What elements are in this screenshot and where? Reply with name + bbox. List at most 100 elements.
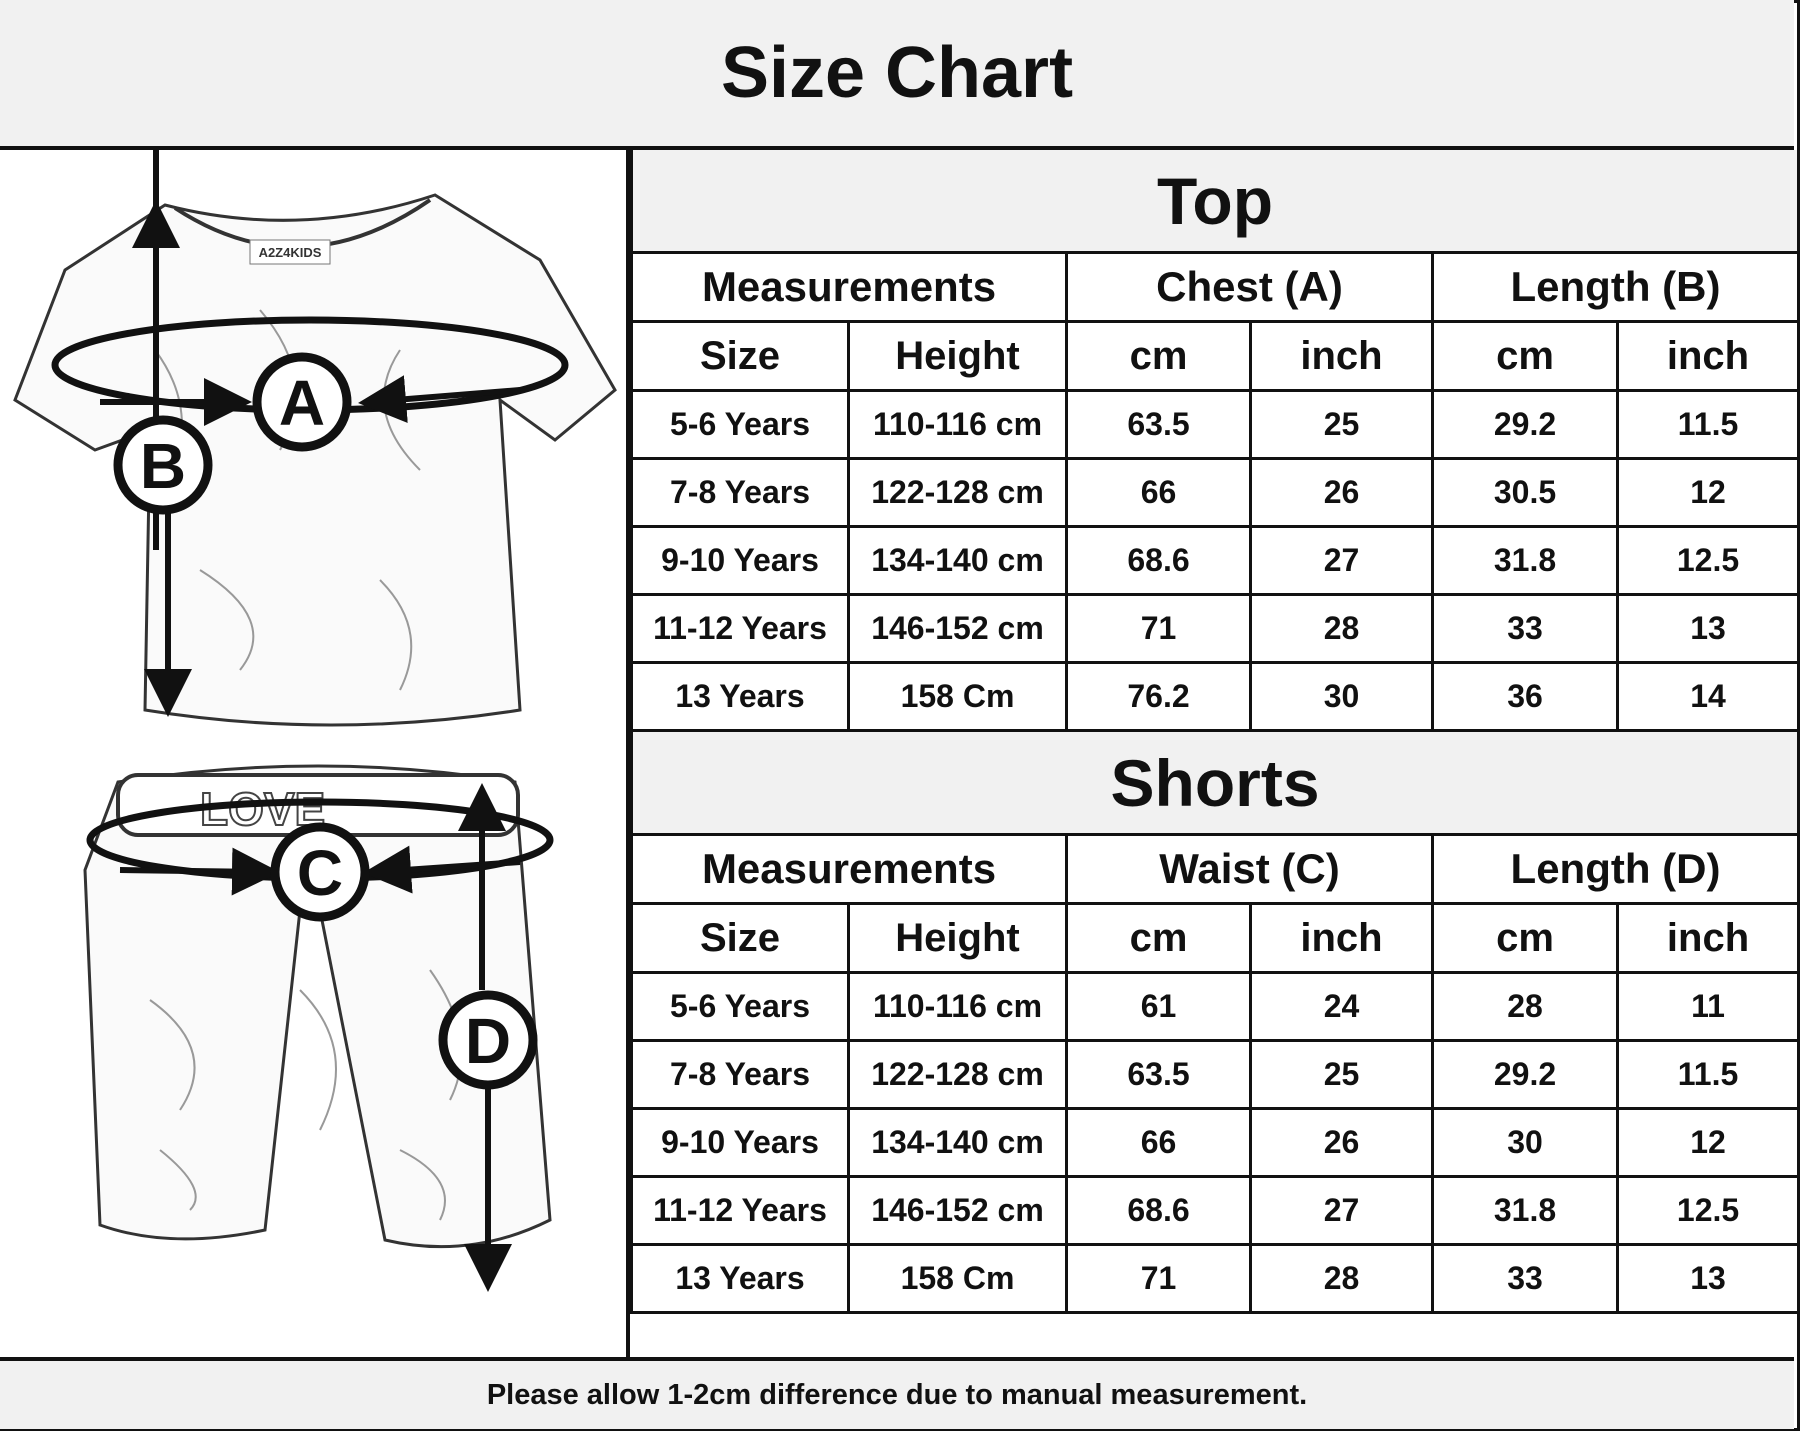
brand-logo: A2Z4KIDS — [259, 245, 322, 260]
page-title: Size Chart — [0, 0, 1794, 150]
group-header: Measurements — [630, 251, 1068, 323]
table-cell: 36 — [1431, 661, 1619, 732]
column-header-row: Size Height cm inch cm inch — [630, 902, 1800, 974]
table-cell: 110-116 cm — [847, 971, 1068, 1042]
table-row: 7-8 Years 122-128 cm 63.5 25 29.2 11.5 — [630, 1039, 1800, 1110]
table-cell: 61 — [1065, 971, 1252, 1042]
column-header: inch — [1615, 902, 1800, 974]
tshirt-drawing: A2Z4KIDS — [13, 193, 617, 727]
column-header: Size — [630, 320, 850, 392]
group-header: Length (B) — [1431, 251, 1800, 323]
table-cell: 158 Cm — [847, 1243, 1068, 1314]
table-cell: 29.2 — [1431, 389, 1619, 460]
table-cell: 146-152 cm — [847, 1175, 1068, 1246]
table-cell: 68.6 — [1065, 1175, 1252, 1246]
table-cell: 26 — [1249, 457, 1434, 528]
label-c-marker: C — [270, 822, 370, 922]
column-header: cm — [1431, 902, 1619, 974]
table-cell: 63.5 — [1065, 389, 1252, 460]
table-cell: 28 — [1249, 593, 1434, 664]
table-row: 11-12 Years 146-152 cm 71 28 33 13 — [630, 593, 1800, 664]
table-cell: 71 — [1065, 593, 1252, 664]
table-cell: 14 — [1616, 661, 1800, 732]
table-cell: 9-10 Years — [630, 525, 850, 596]
table-cell: 12 — [1616, 457, 1800, 528]
table-cell: 25 — [1249, 389, 1434, 460]
table-cell: 11 — [1615, 971, 1800, 1042]
column-header: cm — [1065, 902, 1252, 974]
column-header: cm — [1431, 320, 1619, 392]
table-cell: 30 — [1431, 1107, 1619, 1178]
shorts-size-table: Shorts Measurements Waist (C) Length (D) Siz… — [629, 732, 1800, 1314]
group-header-row: Measurements Chest (A) Length (B) — [630, 251, 1800, 323]
table-cell: 11-12 Years — [630, 1175, 850, 1246]
shorts-title-row: Shorts — [629, 732, 1800, 836]
table-cell: 122-128 cm — [847, 1039, 1068, 1110]
table-cell: 7-8 Years — [630, 457, 850, 528]
table-cell: 9-10 Years — [630, 1107, 850, 1178]
table-cell: 5-6 Years — [630, 971, 850, 1042]
table-cell: 12.5 — [1616, 525, 1800, 596]
table-cell: 66 — [1065, 1107, 1252, 1178]
column-header: inch — [1249, 320, 1434, 392]
table-row: 9-10 Years 134-140 cm 66 26 30 12 — [630, 1107, 1800, 1178]
table-cell: 11-12 Years — [630, 593, 850, 664]
column-header: Height — [847, 320, 1068, 392]
table-cell: 158 Cm — [847, 661, 1068, 732]
table-cell: 31.8 — [1431, 525, 1619, 596]
table-cell: 30 — [1249, 661, 1434, 732]
label-d-marker: D — [438, 990, 538, 1090]
table-cell: 27 — [1249, 1175, 1434, 1246]
table-cell: 134-140 cm — [847, 1107, 1068, 1178]
table-cell: 146-152 cm — [847, 593, 1068, 664]
measurement-note: Please allow 1-2cm difference due to man… — [0, 1357, 1794, 1429]
shorts-section-title: Shorts — [629, 732, 1800, 836]
garment-illustration: A2Z4KIDS A B LOVE C — [0, 150, 630, 1357]
table-cell: 30.5 — [1431, 457, 1619, 528]
table-row: 5-6 Years 110-116 cm 61 24 28 11 — [630, 971, 1800, 1042]
table-cell: 76.2 — [1065, 661, 1252, 732]
svg-text:C: C — [297, 837, 343, 909]
table-row: 13 Years 158 Cm 76.2 30 36 14 — [630, 661, 1800, 732]
table-cell: 13 Years — [630, 1243, 850, 1314]
group-header: Measurements — [630, 833, 1068, 905]
garment-diagram: A2Z4KIDS A B LOVE C — [13, 150, 617, 1292]
table-cell: 13 Years — [630, 661, 850, 732]
table-row: 9-10 Years 134-140 cm 68.6 27 31.8 12.5 — [630, 525, 1800, 596]
svg-text:A: A — [279, 367, 325, 439]
table-row: 5-6 Years 110-116 cm 63.5 25 29.2 11.5 — [630, 389, 1800, 460]
table-cell: 5-6 Years — [630, 389, 850, 460]
table-cell: 28 — [1431, 971, 1619, 1042]
table-cell: 66 — [1065, 457, 1252, 528]
table-cell: 11.5 — [1615, 1039, 1800, 1110]
group-header-row: Measurements Waist (C) Length (D) — [630, 833, 1800, 905]
table-cell: 25 — [1249, 1039, 1434, 1110]
table-row: 7-8 Years 122-128 cm 66 26 30.5 12 — [630, 457, 1800, 528]
table-row: 13 Years 158 Cm 71 28 33 13 — [630, 1243, 1800, 1314]
table-cell: 31.8 — [1431, 1175, 1619, 1246]
table-cell: 68.6 — [1065, 525, 1252, 596]
svg-text:D: D — [465, 1005, 511, 1077]
table-row: 11-12 Years 146-152 cm 68.6 27 31.8 12.5 — [630, 1175, 1800, 1246]
table-cell: 122-128 cm — [847, 457, 1068, 528]
column-header: inch — [1616, 320, 1800, 392]
group-header: Length (D) — [1430, 833, 1800, 905]
table-cell: 110-116 cm — [847, 389, 1068, 460]
column-header: inch — [1249, 902, 1434, 974]
top-section-title: Top — [630, 150, 1800, 254]
table-cell: 28 — [1249, 1243, 1434, 1314]
column-header: Size — [630, 902, 850, 974]
label-b-marker: B — [113, 415, 213, 515]
table-cell: 7-8 Years — [630, 1039, 850, 1110]
group-header: Chest (A) — [1065, 251, 1434, 323]
table-cell: 33 — [1431, 1243, 1619, 1314]
top-size-table: Top Measurements Chest (A) Length (B) Size He… — [630, 150, 1800, 732]
column-header: cm — [1065, 320, 1252, 392]
column-header: Height — [847, 902, 1068, 974]
table-cell: 134-140 cm — [847, 525, 1068, 596]
table-cell: 33 — [1431, 593, 1619, 664]
table-cell: 13 — [1615, 1243, 1800, 1314]
table-cell: 24 — [1249, 971, 1434, 1042]
table-cell: 26 — [1249, 1107, 1434, 1178]
top-title-row: Top — [630, 150, 1800, 254]
